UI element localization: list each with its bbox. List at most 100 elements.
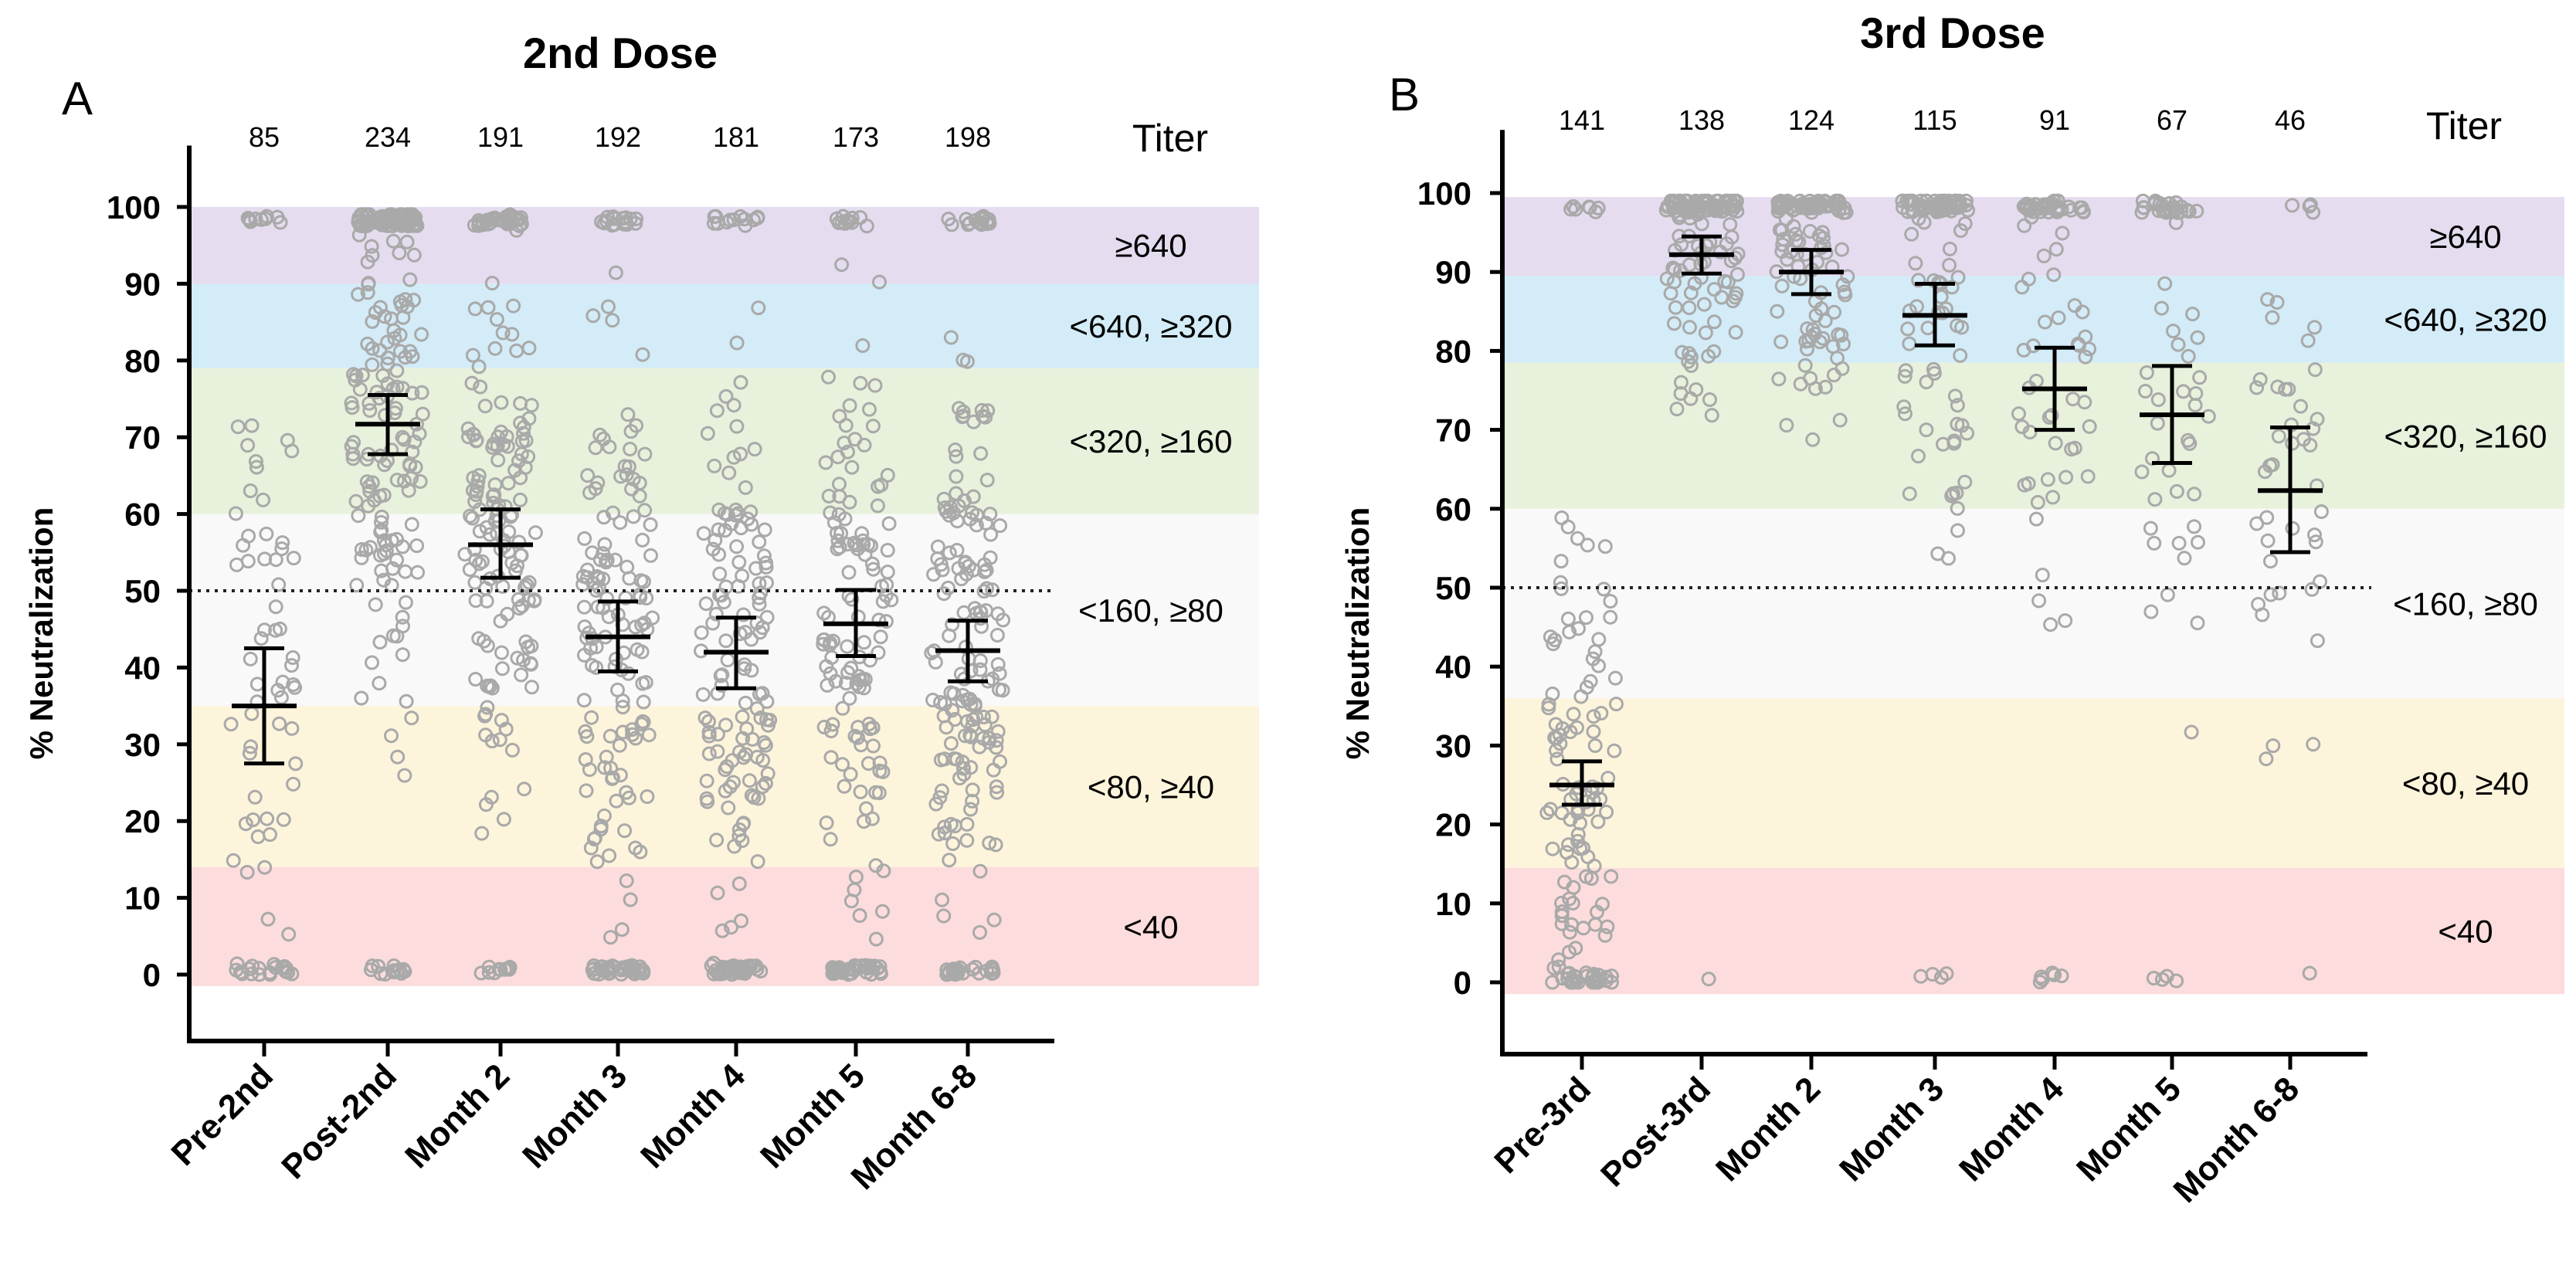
- data-point: [982, 731, 997, 746]
- data-point: [844, 210, 860, 225]
- sample-count: 181: [713, 121, 759, 153]
- data-point: [625, 727, 640, 742]
- data-point: [260, 811, 275, 826]
- data-point: [823, 505, 838, 521]
- data-point: [2263, 587, 2279, 602]
- data-point: [734, 913, 748, 928]
- data-point: [1816, 230, 1831, 246]
- data-point: [1573, 816, 1587, 831]
- data-point: [578, 724, 593, 739]
- y-tick-label: 60: [1435, 491, 1471, 527]
- data-point: [979, 473, 995, 488]
- data-point: [759, 559, 774, 575]
- data-point: [395, 310, 411, 325]
- data-point: [404, 517, 419, 532]
- data-point: [1953, 223, 1968, 239]
- data-point: [372, 343, 388, 358]
- data-point: [1960, 426, 1975, 441]
- data-point: [952, 960, 968, 975]
- data-point: [599, 749, 614, 765]
- data-point: [848, 959, 864, 975]
- data-point: [1729, 193, 1744, 209]
- y-tick-label: 60: [124, 497, 161, 533]
- data-point: [487, 341, 503, 356]
- data-point: [722, 212, 738, 228]
- data-point: [853, 375, 868, 391]
- data-point: [1674, 375, 1688, 390]
- data-point: [2184, 724, 2199, 740]
- data-point: [833, 526, 849, 541]
- data-point: [409, 538, 425, 554]
- data-point: [930, 539, 945, 554]
- data-point: [596, 808, 612, 823]
- data-point: [759, 575, 774, 591]
- data-point: [1663, 286, 1678, 301]
- y-tick-label: 10: [124, 880, 161, 917]
- data-point: [755, 753, 771, 768]
- data-point: [937, 751, 952, 767]
- data-point: [990, 656, 1006, 672]
- data-point: [463, 508, 478, 524]
- data-point: [837, 778, 852, 794]
- data-point: [580, 562, 595, 578]
- x-tick-label: Month 4: [633, 1056, 752, 1175]
- data-point: [1568, 202, 1583, 217]
- data-point: [2055, 225, 2070, 241]
- data-point: [1947, 193, 1963, 209]
- data-point: [402, 458, 418, 473]
- data-point: [266, 957, 282, 972]
- data-point: [955, 754, 970, 770]
- data-point: [821, 488, 837, 504]
- data-point: [591, 571, 606, 586]
- data-point: [368, 305, 383, 320]
- data-point: [272, 716, 287, 731]
- titer-band-label: <40: [2438, 914, 2493, 950]
- data-point: [745, 731, 760, 747]
- data-point: [362, 403, 378, 418]
- data-point: [1706, 344, 1722, 359]
- data-point: [409, 215, 423, 231]
- data-point: [714, 923, 730, 938]
- data-point: [1701, 972, 1716, 987]
- data-point: [380, 356, 395, 371]
- data-point: [937, 819, 952, 835]
- data-point: [384, 578, 399, 593]
- data-point: [2011, 406, 2026, 422]
- data-point: [385, 561, 400, 576]
- data-point: [844, 459, 860, 475]
- data-point: [588, 440, 603, 456]
- data-point: [972, 924, 987, 940]
- data-point: [401, 483, 416, 498]
- data-point: [271, 577, 287, 592]
- data-point: [842, 690, 857, 706]
- data-point: [1682, 346, 1697, 361]
- data-point: [870, 498, 885, 514]
- data-point: [1805, 322, 1821, 337]
- data-point: [402, 272, 418, 287]
- data-point: [742, 773, 757, 788]
- data-point: [840, 665, 856, 680]
- data-point: [243, 739, 259, 754]
- data-point: [597, 537, 613, 552]
- data-point: [936, 708, 952, 724]
- data-point: [406, 247, 422, 263]
- data-point: [716, 595, 731, 610]
- data-point: [247, 789, 263, 805]
- data-point: [948, 443, 963, 457]
- data-point: [351, 287, 366, 302]
- data-point: [1705, 198, 1721, 213]
- titer-band: [189, 368, 1259, 514]
- data-point: [952, 771, 967, 786]
- data-point: [732, 744, 747, 760]
- data-point: [2251, 597, 2266, 612]
- data-point: [1545, 841, 1560, 856]
- data-point: [708, 533, 723, 548]
- data-point: [977, 717, 993, 733]
- data-point: [521, 575, 537, 590]
- y-axis-label: % Neutralization: [23, 507, 59, 760]
- x-tick-label: Month 5: [2069, 1070, 2188, 1189]
- data-point: [477, 633, 492, 649]
- data-point: [2067, 440, 2082, 456]
- data-point: [2045, 965, 2060, 981]
- data-point: [700, 426, 715, 441]
